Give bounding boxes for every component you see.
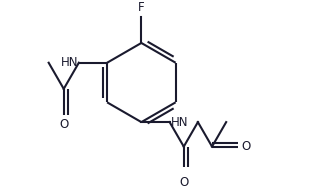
- Text: O: O: [179, 176, 188, 189]
- Text: HN: HN: [170, 116, 188, 129]
- Text: HN: HN: [60, 56, 78, 69]
- Text: O: O: [241, 140, 250, 153]
- Text: F: F: [138, 1, 145, 14]
- Text: O: O: [59, 118, 68, 131]
